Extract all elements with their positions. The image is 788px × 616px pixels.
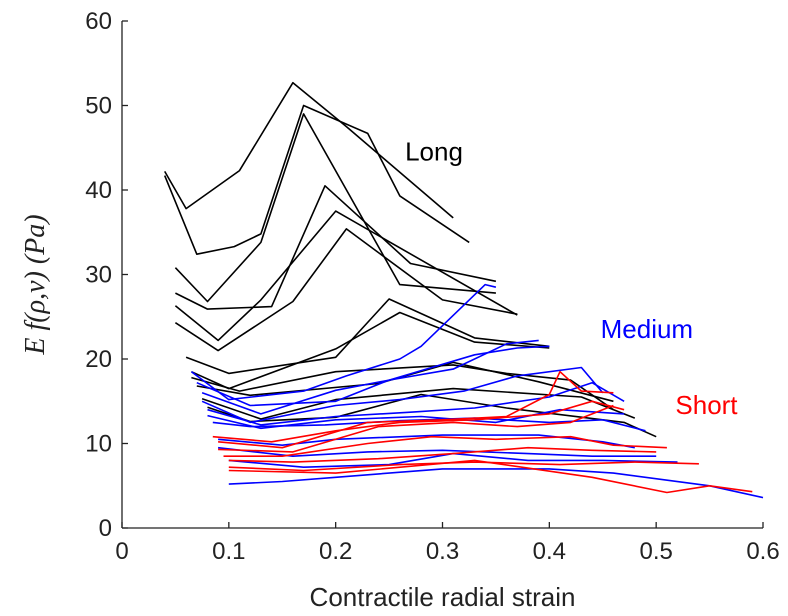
- series-line-long-9: [191, 364, 614, 411]
- series-line-medium-23: [228, 468, 764, 499]
- series-line-medium-20: [218, 434, 635, 449]
- series-line-long-7: [185, 298, 550, 375]
- annotation-short: Short: [675, 390, 738, 420]
- y-tick-label: 30: [85, 262, 112, 289]
- y-tick-label: 10: [85, 431, 112, 458]
- series-line-long-2: [163, 104, 470, 255]
- series-line-short-28: [228, 446, 657, 463]
- y-tick-label: 40: [85, 177, 112, 204]
- series-line-short-25: [218, 370, 614, 449]
- x-axis-label: Contractile radial strain: [310, 582, 576, 612]
- y-tick-label: 0: [99, 515, 112, 542]
- series-line-long-11: [201, 387, 636, 420]
- series-line-short-26: [218, 404, 614, 453]
- series-line-medium-16: [201, 366, 604, 424]
- x-tick-label: 0.6: [746, 538, 779, 565]
- annotation-long: Long: [405, 136, 463, 166]
- series-line-medium-17: [207, 381, 625, 426]
- series-line-short-27: [223, 435, 667, 457]
- x-tick-labels: 0 0.1 0.2 0.3 0.4 0.5 0.6: [115, 538, 779, 565]
- y-tick-label: 20: [85, 346, 112, 373]
- y-tick-label: 50: [85, 93, 112, 120]
- series-line-medium-13: [190, 283, 497, 401]
- y-axis-label: E f(ρ,v) (Pa): [20, 214, 51, 355]
- series-lines: [163, 81, 764, 499]
- series-line-long-3: [174, 113, 496, 303]
- x-tick-label: 0: [115, 538, 128, 565]
- axes: [121, 20, 764, 529]
- series-line-short-30: [228, 459, 753, 494]
- group-annotations: Long Medium Short: [405, 136, 738, 420]
- series-line-long-5: [174, 210, 518, 342]
- annotation-medium: Medium: [601, 314, 693, 344]
- series-line-long-1: [164, 81, 454, 219]
- y-tick-labels: 0 10 20 30 40 50 60: [85, 8, 112, 542]
- series-line-long-4: [175, 185, 497, 310]
- x-tick-label: 0.1: [212, 538, 245, 565]
- series-line-medium-21: [218, 446, 657, 457]
- y-tick-label: 60: [85, 8, 112, 35]
- series-line-medium-15: [201, 339, 539, 415]
- series-line-long-8: [191, 311, 550, 390]
- series-line-long-6: [174, 228, 518, 352]
- series-line-medium-18: [207, 408, 625, 430]
- x-tick-label: 0.2: [319, 538, 352, 565]
- series-line-short-24: [212, 400, 625, 443]
- x-tick-label: 0.3: [426, 538, 459, 565]
- x-tick-label: 0.4: [533, 538, 566, 565]
- x-tick-label: 0.5: [639, 538, 672, 565]
- series-line-short-29: [228, 461, 699, 472]
